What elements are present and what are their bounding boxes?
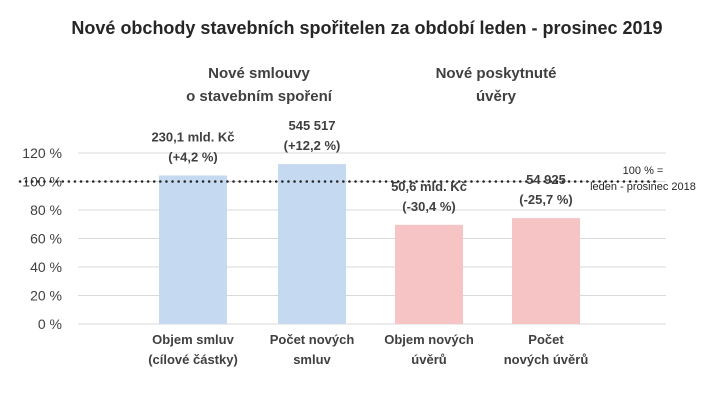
y-tick-label: 60 %	[30, 231, 62, 247]
x-tick-label: Počet nových	[270, 332, 355, 347]
bar	[278, 164, 346, 324]
group-label-loans-line1: Nové poskytnuté	[436, 65, 557, 82]
group-label-contracts-line1: Nové smlouvy	[208, 65, 310, 82]
data-label: (-25,7 %)	[519, 192, 572, 207]
y-tick-label: 40 %	[30, 259, 62, 275]
bar	[395, 224, 463, 324]
reference-label-line2: leden - prosinec 2018	[590, 181, 696, 193]
bar	[159, 175, 227, 324]
data-label: 545 517	[289, 118, 336, 133]
reference-label-line1: 100 % =	[623, 165, 664, 177]
data-label: (-30,4 %)	[402, 199, 455, 214]
bar	[512, 218, 580, 324]
data-label: (+12,2 %)	[284, 138, 341, 153]
y-tick-label: 80 %	[30, 202, 62, 218]
x-tick-label: Objem nových	[384, 332, 474, 347]
y-axis: 0 % 20 % 40 % 60 % 80 % 100 % 120 %	[22, 145, 62, 332]
group-label-loans-line2: úvěry	[476, 88, 517, 105]
x-tick-label: (cílové částky)	[148, 352, 238, 367]
x-tick-label: Počet	[528, 332, 564, 347]
data-label: 54 925	[526, 172, 566, 187]
y-tick-label: 0 %	[38, 316, 62, 332]
x-axis: Objem smluv (cílové částky) Počet nových sm…	[148, 332, 588, 367]
data-labels: 230,1 mld. Kč (+4,2 %) 545 517 (+12,2 %) 50,…	[151, 118, 572, 214]
x-tick-label: smluv	[293, 352, 331, 367]
bars	[159, 164, 580, 324]
y-tick-label: 120 %	[22, 145, 62, 161]
x-tick-label: Objem smluv	[152, 332, 234, 347]
y-tick-label: 100 %	[22, 174, 62, 190]
data-label: 50,6 mld. Kč	[391, 179, 467, 194]
data-label: 230,1 mld. Kč	[151, 130, 234, 145]
group-label-contracts-line2: o stavebním spoření	[186, 88, 333, 105]
chart-title: Nové obchody stavebních spořitelen za ob…	[71, 18, 662, 38]
y-tick-label: 20 %	[30, 288, 62, 304]
x-tick-label: nových úvěrů	[504, 352, 589, 367]
x-tick-label: úvěrů	[411, 352, 446, 367]
data-label: (+4,2 %)	[168, 150, 218, 165]
